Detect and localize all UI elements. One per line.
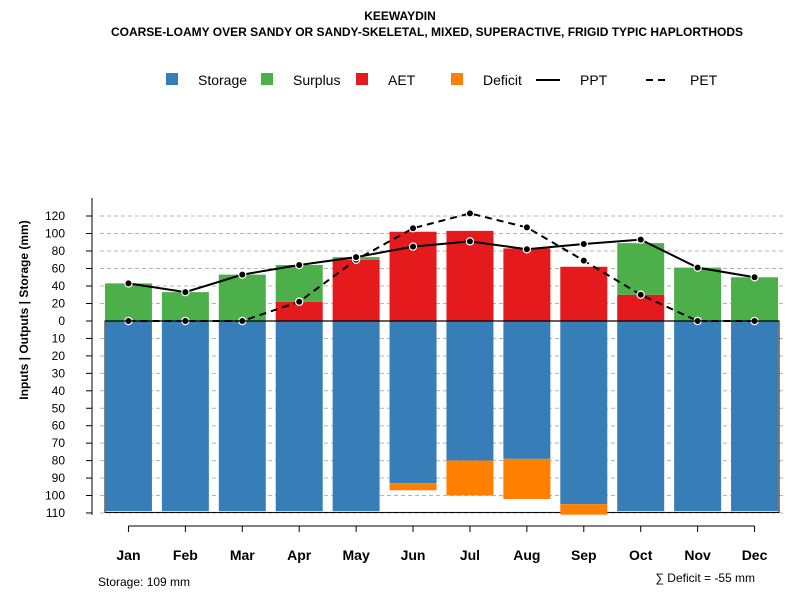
deficit-bar xyxy=(389,483,437,491)
aet-bar xyxy=(617,294,665,321)
pet-line xyxy=(128,212,755,322)
y-axis-label: Inputs | Outputs | Storage (mm) xyxy=(17,220,31,399)
x-tick-label: Dec xyxy=(742,547,768,563)
y-tick-label-lower: 60 xyxy=(52,419,66,433)
pet-point xyxy=(522,223,532,232)
storage-bar xyxy=(674,321,722,512)
legend-label-surplus: Surplus xyxy=(293,72,340,88)
y-tick-label-lower: 90 xyxy=(52,471,66,485)
y-tick-label-lower: 10 xyxy=(52,331,66,345)
x-tick-label: Jun xyxy=(401,547,426,563)
legend-label-ppt: PPT xyxy=(580,72,608,88)
aet-bar xyxy=(446,230,494,321)
x-tick-label: Oct xyxy=(629,547,653,563)
legend-swatch-surplus xyxy=(261,73,273,85)
storage-bar xyxy=(560,321,608,505)
chart-title: KEEWAYDIN xyxy=(364,9,436,23)
pet-point xyxy=(295,297,304,306)
x-tick-label: Jan xyxy=(116,547,140,563)
ppt-point xyxy=(181,287,190,297)
axes: 0 20 40 60 80 100 120 10 20 30 40 50 60 70 80 90 100 110 J… xyxy=(45,198,779,563)
deficit-note: ∑ Deficit = -55 mm xyxy=(655,571,755,585)
deficit-bar xyxy=(560,504,608,515)
storage-bar xyxy=(389,321,437,484)
legend-swatch-aet xyxy=(356,73,368,85)
aet-bar xyxy=(503,248,551,321)
ppt-point xyxy=(750,273,759,282)
y-tick-label-lower: 30 xyxy=(52,366,66,380)
legend-label-pet: PET xyxy=(690,72,718,88)
ppt-point xyxy=(522,245,532,254)
ppt-point xyxy=(465,237,475,246)
ppt-line xyxy=(128,238,755,294)
x-tick-label: Sep xyxy=(571,547,597,563)
ppt-point xyxy=(295,260,304,270)
legend-label-deficit: Deficit xyxy=(483,72,522,88)
surplus-bar xyxy=(275,265,323,302)
y-tick-label-lower: 50 xyxy=(52,401,66,415)
ppt-point xyxy=(238,270,247,279)
storage-bar xyxy=(275,321,323,512)
grid xyxy=(100,215,783,514)
lines xyxy=(124,209,759,326)
y-tick-label-upper: 20 xyxy=(52,297,66,311)
x-tick-label: May xyxy=(343,547,370,563)
legend-label-storage: Storage xyxy=(198,72,247,88)
storage-bar xyxy=(503,321,551,459)
deficit-bar xyxy=(503,458,551,499)
aet-bar xyxy=(560,266,608,321)
y-tick-label-upper: 0 xyxy=(58,314,65,328)
x-tick-label: Jul xyxy=(460,547,480,563)
x-tick-label: Mar xyxy=(230,547,255,563)
legend-swatch-storage xyxy=(166,73,178,85)
surplus-bar xyxy=(161,292,209,321)
pet-point xyxy=(408,224,418,233)
y-tick-label-lower: 40 xyxy=(52,384,66,398)
ppt-point xyxy=(579,239,588,249)
surplus-bar xyxy=(617,243,665,295)
ppt-point xyxy=(351,252,361,262)
storage-bar xyxy=(218,321,266,512)
y-tick-label-lower: 80 xyxy=(52,454,66,468)
chart-subtitle: COARSE-LOAMY OVER SANDY OR SANDY-SKELETA… xyxy=(111,25,743,39)
surplus-bar xyxy=(674,267,722,321)
x-tick-label: Aug xyxy=(513,547,540,563)
y-tick-label-lower: 70 xyxy=(52,436,66,450)
ppt-point xyxy=(408,242,418,251)
x-tick-label: Nov xyxy=(684,547,711,563)
pet-point xyxy=(636,290,645,299)
ppt-point xyxy=(693,263,702,272)
y-tick-label-upper: 60 xyxy=(52,262,66,276)
ppt-point xyxy=(636,235,645,244)
storage-bar xyxy=(731,321,779,512)
storage-bar xyxy=(332,321,380,512)
y-tick-label-upper: 100 xyxy=(45,227,65,241)
pet-point xyxy=(465,209,475,218)
surplus-bar xyxy=(218,274,266,321)
storage-note: Storage: 109 mm xyxy=(98,575,190,589)
deficit-bar xyxy=(446,460,494,496)
storage-bar xyxy=(104,321,152,512)
legend: Storage Surplus AET Deficit PPT PET xyxy=(166,72,718,88)
surplus-bar xyxy=(731,277,779,321)
storage-bar xyxy=(161,321,209,512)
y-tick-label-lower: 100 xyxy=(45,489,65,503)
legend-label-aet: AET xyxy=(388,72,416,88)
aet-bar xyxy=(332,259,380,321)
y-tick-label-upper: 40 xyxy=(52,279,66,293)
x-tick-label: Apr xyxy=(287,547,312,563)
surplus-bar xyxy=(104,283,152,321)
y-tick-label-upper: 120 xyxy=(45,209,65,223)
y-tick-label-lower: 110 xyxy=(46,506,65,520)
storage-bar xyxy=(617,321,665,512)
y-tick-label-upper: 80 xyxy=(52,244,66,258)
bars xyxy=(104,230,779,515)
y-tick-label-lower: 20 xyxy=(52,349,66,363)
pet-point xyxy=(579,256,588,265)
x-tick-label: Feb xyxy=(173,547,198,563)
ppt-point xyxy=(124,279,133,288)
storage-bar xyxy=(446,321,494,461)
legend-swatch-deficit xyxy=(451,73,463,85)
